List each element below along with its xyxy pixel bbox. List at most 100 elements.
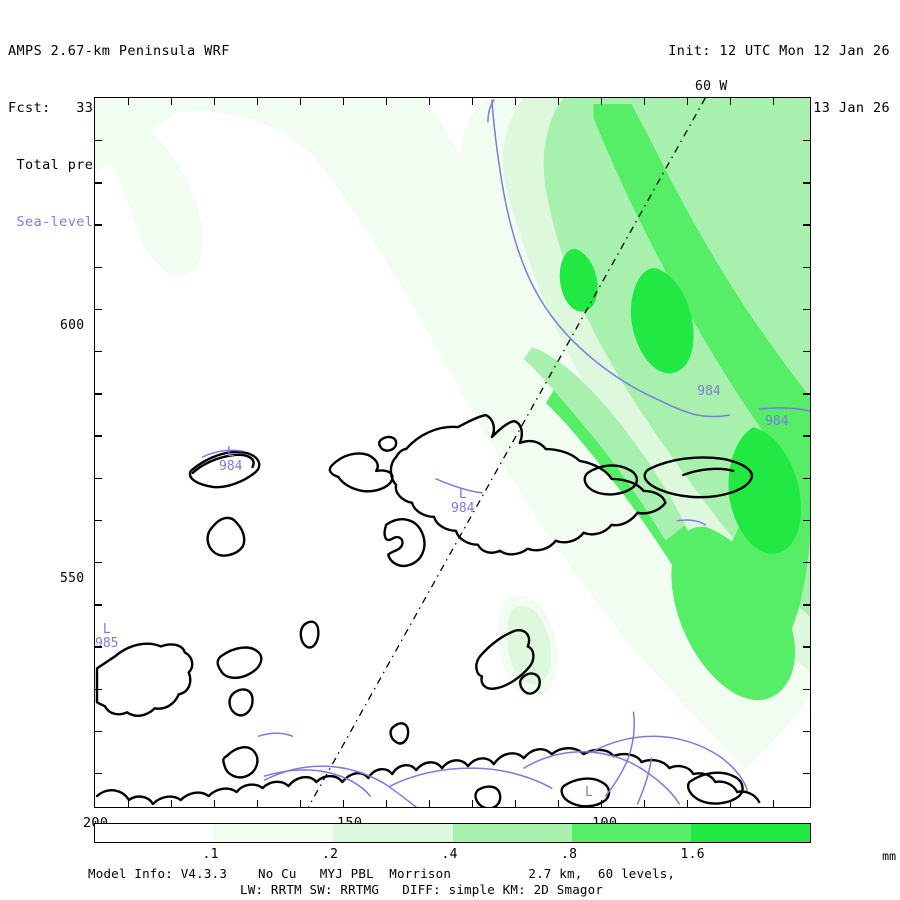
tick-right bbox=[803, 773, 811, 775]
isobar-984-gap-b bbox=[758, 407, 810, 412]
tick-left bbox=[94, 224, 102, 226]
meridian-60w-layer bbox=[307, 98, 706, 807]
tick-right bbox=[803, 604, 811, 606]
isobar-south-2 bbox=[263, 765, 417, 807]
coast-south-islet-3 bbox=[560, 777, 611, 807]
colorbar-swatch-5 bbox=[690, 824, 811, 842]
coast-mid-island bbox=[475, 629, 535, 690]
tick-right bbox=[803, 140, 811, 142]
coastline-layer bbox=[95, 413, 761, 807]
tick-top bbox=[515, 97, 517, 105]
precip-maxcore-1 bbox=[728, 427, 801, 554]
tick-right bbox=[803, 646, 811, 648]
isobar-984-gap-a bbox=[696, 414, 730, 418]
isobar-984-right-seg bbox=[676, 519, 707, 526]
tick-left bbox=[94, 562, 102, 564]
tick-top bbox=[472, 97, 474, 105]
tick-left bbox=[94, 519, 102, 522]
tick-bottom bbox=[429, 800, 431, 808]
tick-bottom bbox=[128, 800, 130, 808]
tick-right bbox=[803, 519, 811, 522]
tick-bottom bbox=[558, 800, 560, 808]
isobar-south-branch-2 bbox=[636, 757, 653, 805]
precipitation-colorbar[interactable] bbox=[94, 823, 811, 843]
colorbar-swatch-0 bbox=[95, 824, 215, 842]
isobar-985-sw bbox=[257, 732, 294, 737]
isobar-label-984-b: 984 bbox=[765, 414, 789, 429]
tick-bottom bbox=[687, 800, 689, 808]
low-value-3: 985 bbox=[95, 636, 119, 651]
colorbar-swatch-4 bbox=[571, 824, 691, 842]
tick-left bbox=[94, 646, 102, 648]
tick-bottom bbox=[515, 800, 517, 808]
coast-island-e2-detail bbox=[682, 467, 735, 477]
low-letter-4: L bbox=[585, 785, 593, 800]
precip-maxcore-2 bbox=[630, 268, 694, 374]
coast-island-nw-detail bbox=[191, 453, 255, 475]
tick-top bbox=[300, 97, 302, 105]
colorbar-swatch-3 bbox=[452, 824, 572, 842]
precip-core-ribbon bbox=[593, 103, 810, 493]
coast-island-nw bbox=[188, 450, 261, 489]
precip-nw-patch bbox=[95, 103, 204, 276]
tick-right bbox=[803, 477, 811, 479]
coast-island-w bbox=[206, 516, 246, 557]
tick-bottom bbox=[472, 800, 474, 808]
tick-top bbox=[257, 97, 259, 105]
tick-top bbox=[601, 97, 603, 105]
isobar-layer: 984 984 bbox=[201, 99, 810, 807]
tick-right bbox=[803, 393, 811, 395]
tick-left bbox=[94, 308, 102, 311]
tick-right bbox=[803, 266, 811, 268]
model-title: AMPS 2.67-km Peninsula WRF bbox=[8, 43, 230, 59]
low-marker-2: L 984 bbox=[451, 488, 474, 516]
colorbar-label-.8: .8 bbox=[561, 847, 578, 862]
tick-bottom bbox=[386, 800, 388, 808]
colorbar-swatch-2 bbox=[333, 824, 453, 842]
precip-maxcore-3 bbox=[559, 248, 598, 312]
tick-left bbox=[94, 393, 102, 395]
isobar-south-3 bbox=[389, 767, 553, 789]
colorbar-label-.1: .1 bbox=[202, 847, 219, 862]
precip-ribbon-2-light bbox=[523, 347, 686, 541]
coast-sw-island-3 bbox=[299, 620, 320, 649]
tick-left bbox=[94, 140, 102, 142]
tick-left bbox=[94, 730, 102, 733]
tick-right bbox=[803, 730, 811, 733]
low-letter-2: L bbox=[458, 487, 467, 502]
colorbar-swatch-1 bbox=[214, 824, 334, 842]
precipitation-shading-layer bbox=[95, 98, 810, 807]
tick-left bbox=[94, 604, 102, 606]
isobar-label-984-a: 984 bbox=[697, 384, 721, 399]
coast-ring-island bbox=[383, 518, 426, 568]
low-marker-1: L 984 bbox=[219, 446, 242, 474]
tick-top bbox=[644, 97, 646, 105]
colorbar-label-1.6: 1.6 bbox=[680, 847, 705, 862]
tick-top bbox=[171, 97, 173, 105]
low-letter-1: L bbox=[226, 445, 235, 460]
init-time: Init: 12 UTC Mon 12 Jan 26 bbox=[668, 43, 890, 59]
precip-se-clear bbox=[693, 696, 810, 807]
isobar-984-mid bbox=[435, 478, 483, 494]
tick-right bbox=[803, 308, 811, 311]
tick-left bbox=[94, 477, 102, 479]
tick-top bbox=[558, 97, 560, 105]
tick-left bbox=[94, 688, 102, 690]
tick-top bbox=[429, 97, 431, 105]
tick-bottom bbox=[300, 800, 302, 808]
coast-islet-lc bbox=[389, 722, 410, 745]
isobar-984-nw bbox=[201, 449, 244, 458]
tick-top bbox=[773, 97, 775, 105]
coast-south-main bbox=[95, 746, 761, 806]
isobar-984-upper bbox=[491, 99, 699, 416]
coast-sw-island-1 bbox=[216, 646, 263, 680]
tick-bottom bbox=[644, 800, 646, 808]
tick-left bbox=[94, 182, 102, 184]
tick-right bbox=[803, 435, 811, 437]
y-tick-label-550: 550 bbox=[60, 571, 85, 586]
map-plot-area[interactable]: 984 984 L 984 L 984 L 985 L bbox=[94, 97, 811, 808]
colorbar-unit-label: mm bbox=[882, 849, 896, 863]
tick-bottom bbox=[773, 800, 775, 808]
coast-island-e2 bbox=[643, 456, 754, 499]
tick-right bbox=[803, 224, 811, 226]
